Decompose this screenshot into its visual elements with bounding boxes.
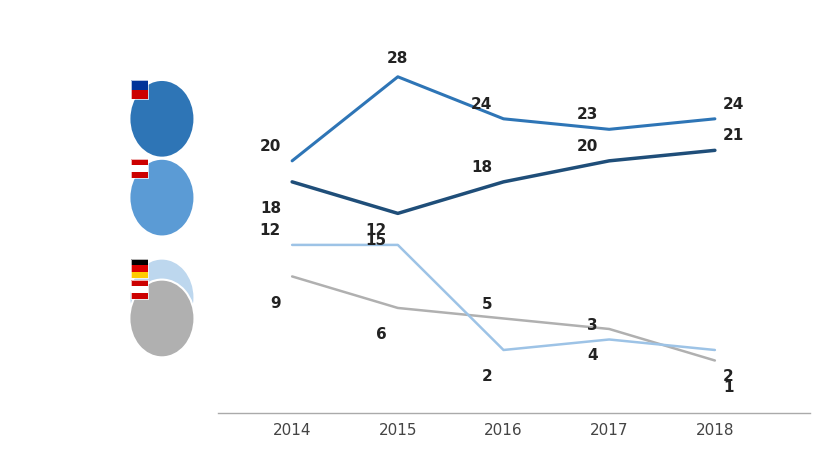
Text: 20: 20 [260, 139, 281, 154]
Text: 23: 23 [577, 107, 598, 122]
Bar [130, 172, 148, 178]
Bar [130, 280, 148, 286]
Bar [130, 272, 148, 278]
Ellipse shape [130, 259, 195, 336]
Ellipse shape [130, 159, 195, 237]
Bar [130, 259, 148, 265]
Text: 21: 21 [724, 128, 744, 143]
Text: 12: 12 [365, 223, 387, 238]
Bar [130, 280, 148, 299]
Text: 5: 5 [482, 297, 493, 311]
Text: 6: 6 [376, 328, 387, 342]
Bar [130, 265, 148, 272]
Text: 24: 24 [724, 97, 745, 112]
Ellipse shape [130, 280, 195, 357]
Text: 12: 12 [260, 223, 281, 238]
Bar [130, 80, 148, 99]
Text: 4: 4 [587, 348, 598, 364]
Bar [130, 80, 148, 90]
Bar [130, 165, 148, 172]
Text: 20: 20 [577, 139, 598, 154]
Text: 15: 15 [365, 233, 387, 248]
Text: 18: 18 [260, 201, 281, 216]
Text: 28: 28 [387, 51, 408, 66]
Bar [130, 259, 148, 278]
Text: 2: 2 [724, 370, 734, 384]
Text: 24: 24 [471, 97, 493, 112]
Text: 1: 1 [724, 380, 733, 395]
Bar [130, 90, 148, 99]
Text: 2: 2 [482, 370, 493, 384]
Bar [130, 292, 148, 299]
Bar [130, 159, 148, 178]
Ellipse shape [130, 80, 195, 158]
Bar [130, 159, 148, 165]
Text: 9: 9 [271, 296, 281, 311]
Text: 3: 3 [587, 317, 598, 333]
Bar [130, 286, 148, 292]
Text: 18: 18 [471, 160, 493, 175]
